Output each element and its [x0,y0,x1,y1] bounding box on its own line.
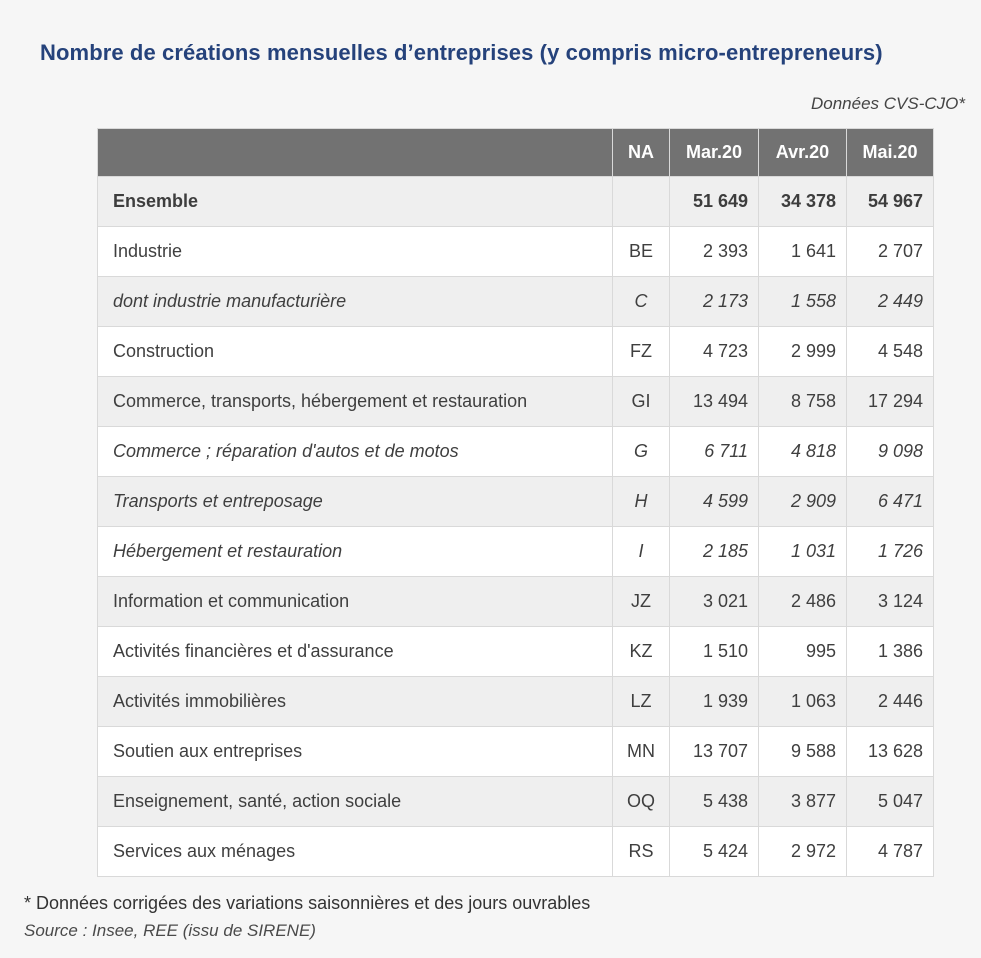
na-code-cell: FZ [612,326,670,377]
na-code-cell: GI [612,376,670,427]
value-cell: 1 939 [669,676,759,727]
na-code-cell: I [612,526,670,577]
value-cell: 2 972 [758,826,847,877]
value-cell: 13 494 [669,376,759,427]
table-row: Services aux ménages RS 5 424 2 972 4 787 [97,826,934,877]
value-cell: 1 510 [669,626,759,677]
source-line: Source : Insee, REE (issu de SIRENE) [24,921,316,940]
na-code-cell: C [612,276,670,327]
table-row: Ensemble 51 649 34 378 54 967 [97,176,934,227]
table-header-row: NA Mar.20 Avr.20 Mai.20 [97,128,934,177]
sector-label-cell: Transports et entreposage [97,476,613,527]
sector-label-cell: Enseignement, santé, action sociale [97,776,613,827]
value-cell: 2 486 [758,576,847,627]
na-code-cell: MN [612,726,670,777]
na-code-cell: G [612,426,670,477]
business-creations-table: NA Mar.20 Avr.20 Mai.20 Ensemble 51 649 34 37… [97,128,934,877]
value-cell: 2 185 [669,526,759,577]
value-cell: 1 726 [846,526,934,577]
value-cell: 1 386 [846,626,934,677]
sector-label-cell: dont industrie manufacturière [97,276,613,327]
na-code-cell: BE [612,226,670,277]
value-cell: 9 098 [846,426,934,477]
na-code-cell: KZ [612,626,670,677]
table-row: Hébergement et restauration I 2 185 1 031 1 … [97,526,934,577]
sector-label-cell: Commerce ; réparation d'autos et de moto… [97,426,613,477]
sector-label-cell: Soutien aux entreprises [97,726,613,777]
table-row: Construction FZ 4 723 2 999 4 548 [97,326,934,377]
value-cell: 54 967 [846,176,934,227]
footnote: * Données corrigées des variations saiso… [24,893,591,913]
na-code-cell: OQ [612,776,670,827]
header-cell-empty [97,128,613,177]
table-row: Transports et entreposage H 4 599 2 909 6 47… [97,476,934,527]
table-row: Soutien aux entreprises MN 13 707 9 588 13 6… [97,726,934,777]
table-row: Activités financières et d'assurance KZ 1 … [97,626,934,677]
na-code-cell: H [612,476,670,527]
value-cell: 5 438 [669,776,759,827]
value-cell: 1 031 [758,526,847,577]
value-cell: 4 818 [758,426,847,477]
value-cell: 1 641 [758,226,847,277]
sector-label-cell: Commerce, transports, hébergement et res… [97,376,613,427]
table-row: Commerce, transports, hébergement et res… [97,376,934,427]
value-cell: 2 707 [846,226,934,277]
value-cell: 51 649 [669,176,759,227]
table-row: Activités immobilières LZ 1 939 1 063 2 446 [97,676,934,727]
header-cell-na: NA [612,128,670,177]
value-cell: 1 063 [758,676,847,727]
sector-label-cell: Information et communication [97,576,613,627]
value-cell: 3 124 [846,576,934,627]
value-cell: 6 711 [669,426,759,477]
sector-label-cell: Services aux ménages [97,826,613,877]
value-cell: 1 558 [758,276,847,327]
data-note: Données CVS-CJO* [810,94,965,113]
table-row: Information et communication JZ 3 021 2 486… [97,576,934,627]
value-cell: 3 877 [758,776,847,827]
table-row: Commerce ; réparation d'autos et de moto… [97,426,934,477]
sector-label-cell: Industrie [97,226,613,277]
header-cell-mai-20: Mai.20 [846,128,934,177]
page-title: Nombre de créations mensuelles d’entrepr… [40,40,883,65]
sector-label-cell: Construction [97,326,613,377]
header-cell-mar-20: Mar.20 [669,128,759,177]
value-cell: 34 378 [758,176,847,227]
table-row: dont industrie manufacturière C 2 173 1 558… [97,276,934,327]
value-cell: 2 909 [758,476,847,527]
table-row: Industrie BE 2 393 1 641 2 707 [97,226,934,277]
value-cell: 4 548 [846,326,934,377]
na-code-cell: RS [612,826,670,877]
sector-label-cell: Activités financières et d'assurance [97,626,613,677]
value-cell: 5 424 [669,826,759,877]
value-cell: 13 707 [669,726,759,777]
na-code-cell: JZ [612,576,670,627]
value-cell: 2 999 [758,326,847,377]
na-code-cell: LZ [612,676,670,727]
value-cell: 17 294 [846,376,934,427]
value-cell: 2 449 [846,276,934,327]
table-header: NA Mar.20 Avr.20 Mai.20 [97,128,934,177]
value-cell: 2 393 [669,226,759,277]
value-cell: 8 758 [758,376,847,427]
value-cell: 995 [758,626,847,677]
value-cell: 4 599 [669,476,759,527]
value-cell: 5 047 [846,776,934,827]
na-code-cell [612,176,670,227]
value-cell: 3 021 [669,576,759,627]
value-cell: 2 446 [846,676,934,727]
sector-label-cell: Hébergement et restauration [97,526,613,577]
sector-label-cell: Activités immobilières [97,676,613,727]
value-cell: 9 588 [758,726,847,777]
value-cell: 6 471 [846,476,934,527]
value-cell: 4 787 [846,826,934,877]
sector-label-cell: Ensemble [97,176,613,227]
value-cell: 2 173 [669,276,759,327]
value-cell: 4 723 [669,326,759,377]
header-cell-avr-20: Avr.20 [758,128,847,177]
value-cell: 13 628 [846,726,934,777]
table-body: Ensemble 51 649 34 378 54 967 Industrie BE 2 3… [97,176,934,877]
table-row: Enseignement, santé, action sociale OQ 5 4… [97,776,934,827]
